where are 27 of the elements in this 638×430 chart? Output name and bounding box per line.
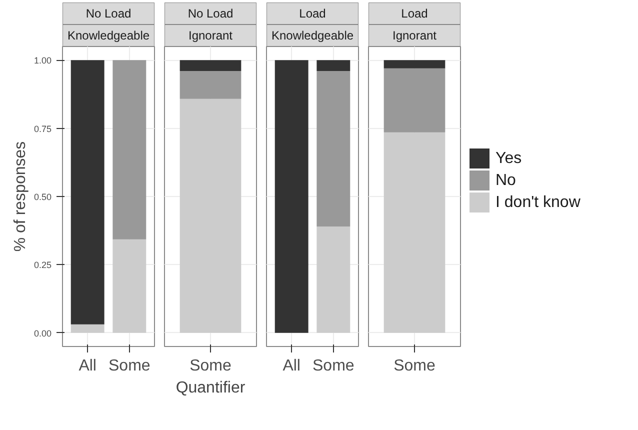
x-tick-label: Some [312,358,354,374]
x-tick-label: All [78,358,96,374]
y-tick-label: 0.25 [34,260,52,270]
x-tick-label: All [282,358,300,374]
y-tick-label: 0.75 [34,124,52,134]
y-tick-label: 0.00 [34,328,52,338]
legend-label: Yes [496,150,522,167]
y-tick-label: 1.00 [34,56,52,66]
bar [70,324,104,333]
legend-label: No [496,172,516,189]
x-axis-title: Quantifier [176,380,246,396]
chart-title: Load [299,6,326,20]
chart-title: Load [401,6,428,20]
chart-subtitle: Knowledgeable [271,28,354,42]
legend-label: I don't know [496,194,581,211]
chart-title: No Load [86,6,132,20]
chart-subtitle: Knowledgeable [67,28,150,42]
y-tick-label: 0.50 [34,192,52,202]
bar [112,239,146,333]
x-tick-label: Some [108,358,150,374]
chart-title: No Load [188,6,234,20]
y-axis-title: % of responses [12,141,29,252]
chart-subtitle: Ignorant [392,28,438,42]
bar [112,60,146,240]
x-tick-label: Some [394,358,436,374]
x-tick-label: Some [190,358,232,374]
chart-subtitle: Ignorant [188,28,234,42]
